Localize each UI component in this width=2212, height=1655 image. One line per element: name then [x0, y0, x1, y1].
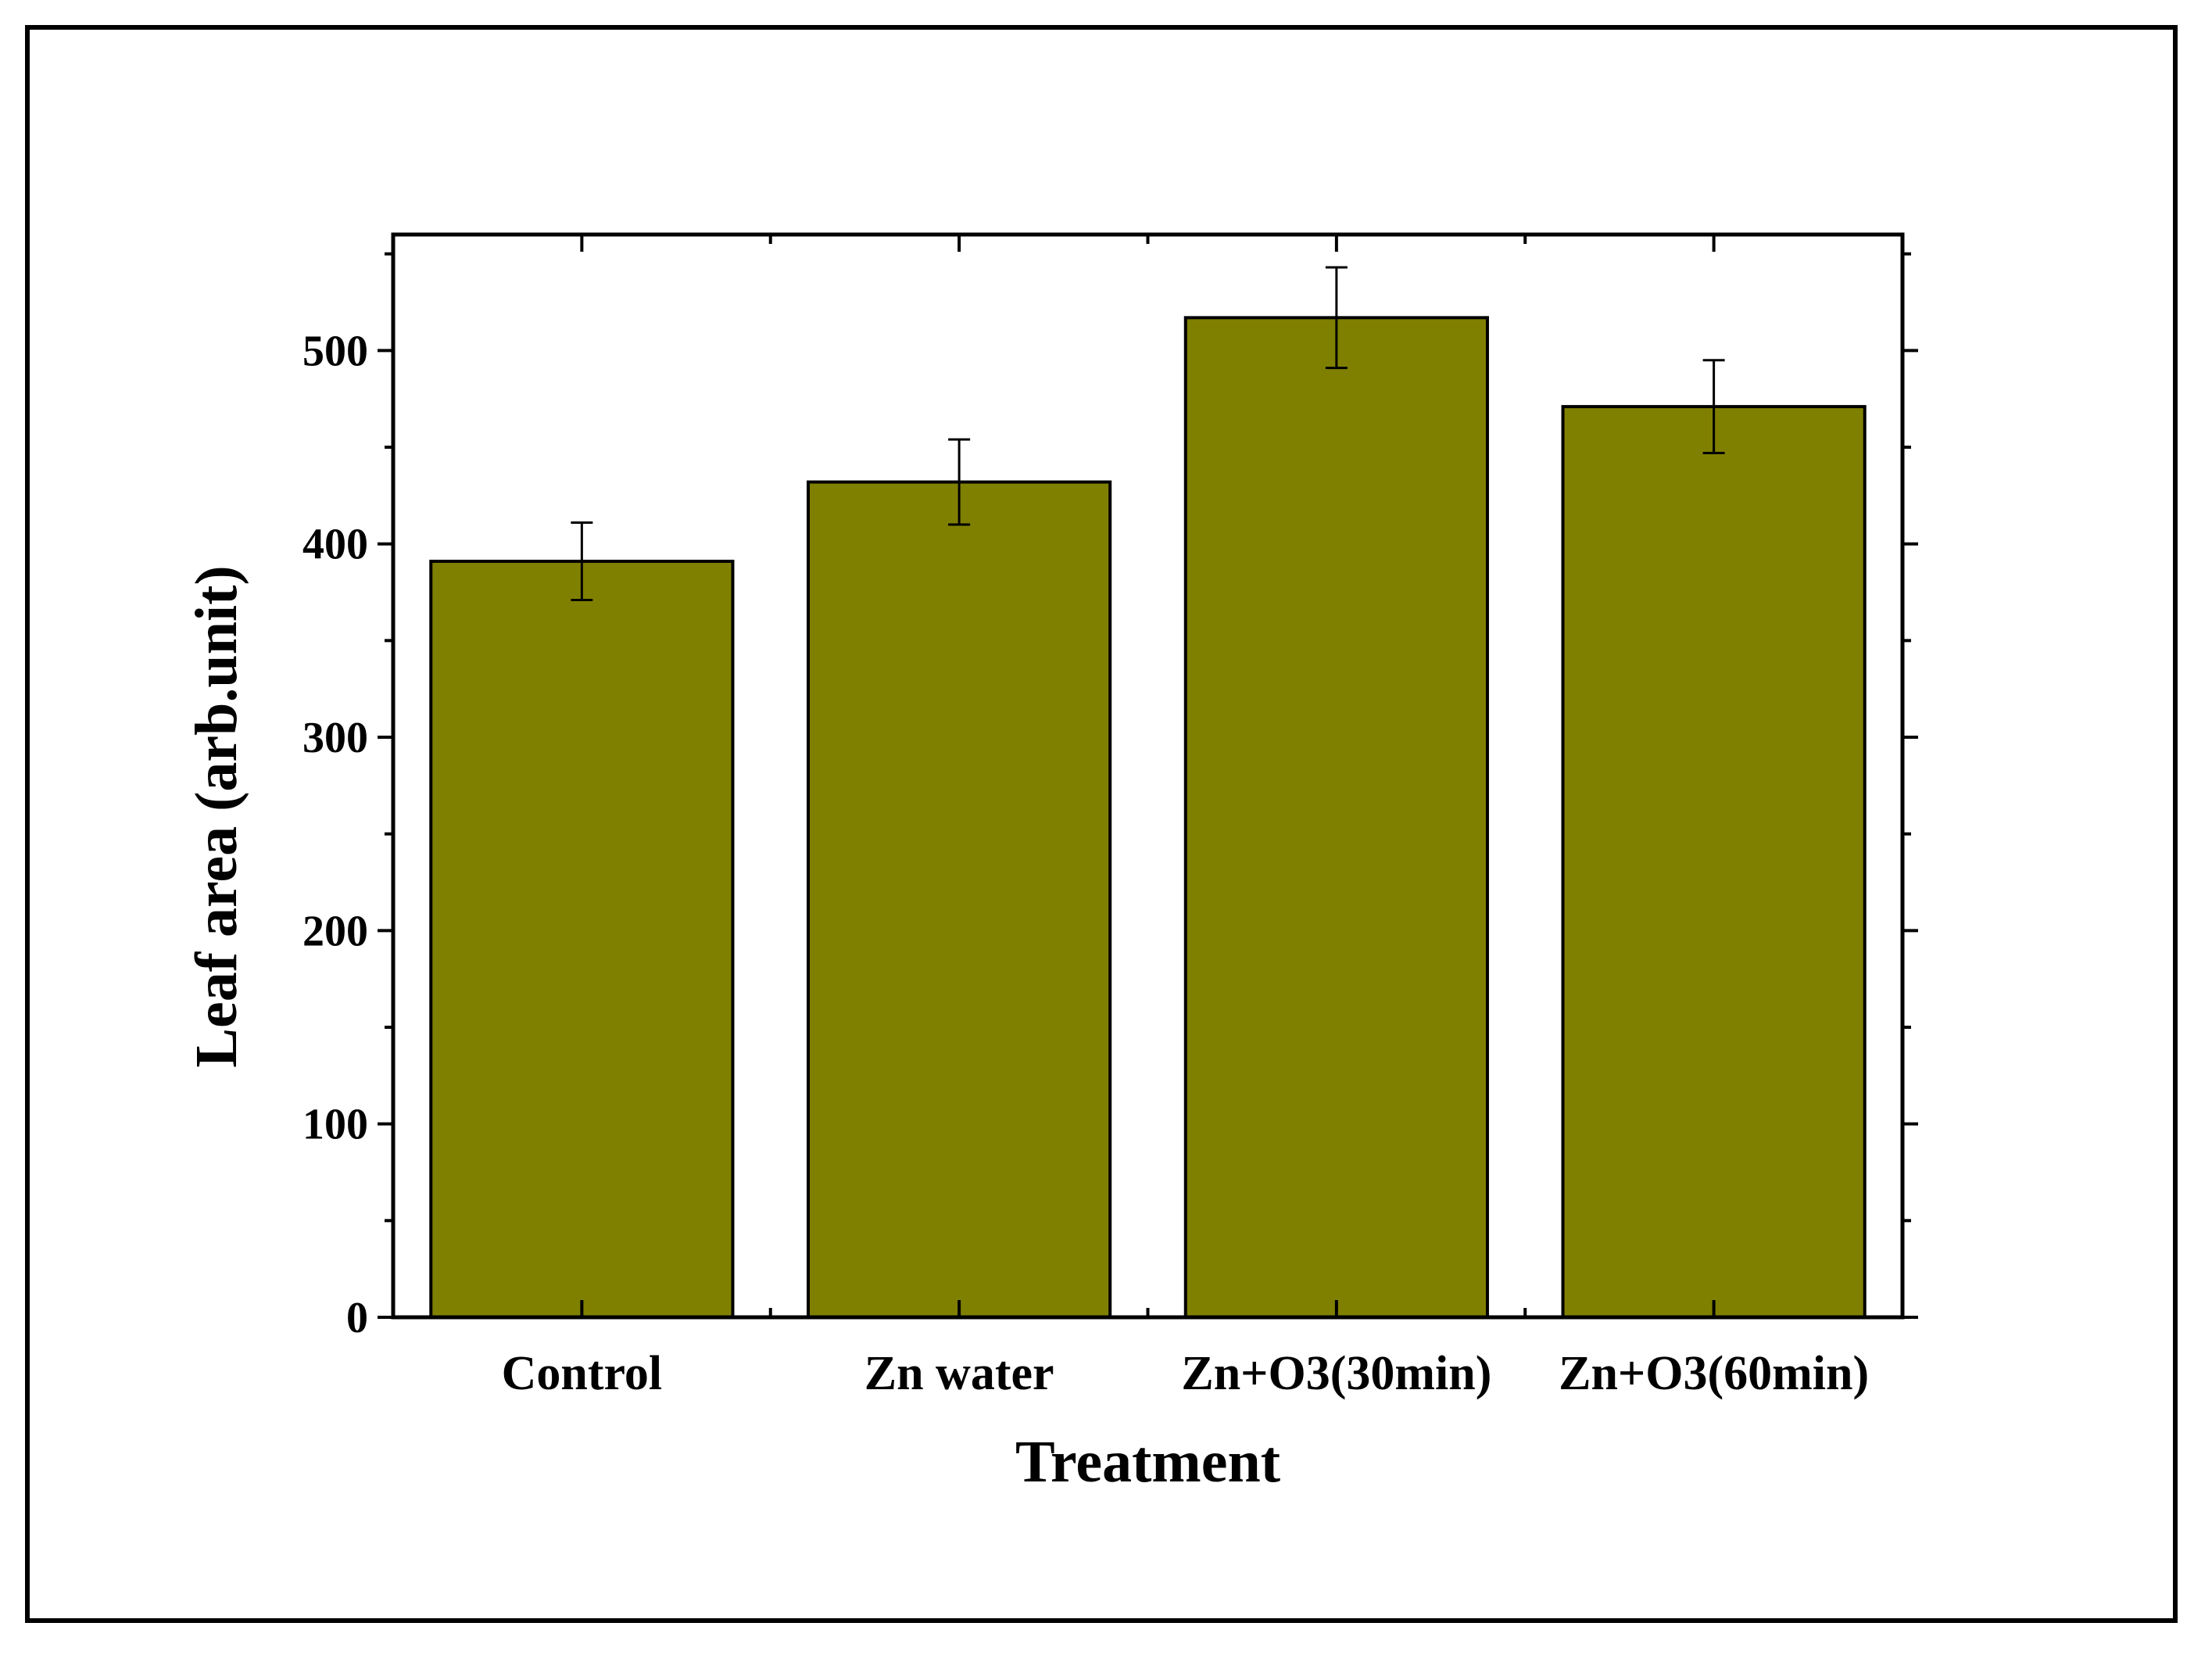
error-bars-group: [571, 266, 1725, 601]
error-bar-3: [1702, 359, 1725, 454]
error-bar-1: [948, 438, 971, 526]
x-tick-label-0: Control: [502, 1347, 663, 1400]
x-tick-label-2: Zn+O3(30min): [1181, 1347, 1491, 1400]
y-axis-title: Leaf area (arb.unit): [184, 565, 249, 1067]
bar-2: [1183, 316, 1489, 1319]
labels-group: Control Zn water Zn+O3(30min) Zn+O3(60min) 0…: [302, 327, 1869, 1400]
x-tick-label-3: Zn+O3(60min): [1559, 1347, 1869, 1400]
x-tick-label-1: Zn water: [864, 1347, 1054, 1400]
y-tick-label-2: 200: [302, 907, 368, 955]
bar-1: [807, 480, 1112, 1319]
y-tick-label-3: 300: [302, 714, 368, 762]
bar-0: [429, 559, 735, 1319]
plot-area-border: [391, 232, 1905, 1320]
error-bar-0: [571, 521, 593, 601]
x-axis-title: Treatment: [1015, 1429, 1280, 1495]
error-bar-2: [1325, 266, 1348, 370]
y-tick-label-5: 500: [302, 327, 368, 375]
y-tick-label-1: 100: [302, 1101, 368, 1149]
y-tick-label-0: 0: [346, 1294, 368, 1342]
y-tick-label-4: 400: [302, 521, 368, 569]
bar-3: [1561, 405, 1867, 1319]
bars-group: [429, 316, 1867, 1319]
